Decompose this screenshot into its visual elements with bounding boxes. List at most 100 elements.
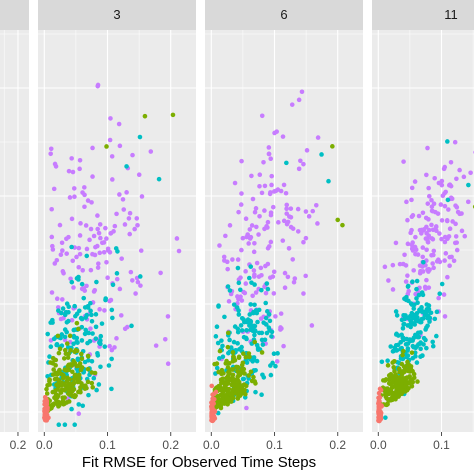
scatter-point [274,359,280,364]
scatter-point [127,231,133,237]
scatter-point [216,304,221,309]
scatter-point [49,206,54,212]
scatter-point [250,196,256,202]
scatter-point [447,263,452,268]
scatter-point [396,366,402,371]
scatter-point [220,343,225,349]
scatter-point [89,318,95,324]
scatter-point [429,197,434,203]
scatter-point [106,363,112,368]
scatter-point [254,260,260,266]
scatter-point [335,217,341,223]
scatter-point [85,305,91,310]
scatter-point [232,180,238,186]
scatter-point [415,300,420,306]
scatter-point [267,318,273,324]
scatter-point [114,276,120,282]
scatter-point [240,235,246,241]
scatter-point [424,277,429,283]
scatter-point [414,296,419,301]
scatter-point [261,320,266,325]
scatter-point [326,178,331,184]
scatter-point [259,392,264,397]
scatter-point [252,379,258,384]
scatter-point [79,365,85,370]
scatter-point [417,307,423,312]
scatter-point [267,191,273,197]
scatter-point [454,176,459,182]
scatter-point [77,166,82,172]
scatter-point [235,396,241,401]
scatter-point [382,378,388,383]
scatter-point [63,309,69,315]
scatter-point [77,157,83,163]
scatter-point [220,354,226,360]
scatter-point [96,261,101,266]
scatter-point [433,224,439,230]
scatter-point [64,319,70,325]
scatter-point [82,288,88,293]
scatter-point [87,237,92,243]
scatter-point [376,409,381,414]
scatter-point [209,417,214,423]
scatter-point [448,183,454,189]
scatter-point [153,343,159,348]
scatter-point [213,334,219,339]
scatter-point [393,372,398,377]
scatter-point [421,335,427,341]
scatter-point [71,386,77,392]
scatter-point [410,279,415,285]
scatter-point [62,347,68,353]
scatter-point [424,345,429,351]
scatter-point [411,375,417,381]
scatter-point [270,274,276,279]
scatter-point [235,294,240,299]
scatter-point [442,314,448,319]
scatter-point [133,291,138,296]
scatter-point [127,210,133,216]
scatter-point [235,364,241,370]
scatter-point [439,218,445,223]
scatter-point [86,358,91,363]
scatter-point [457,167,462,173]
scatter-point [259,350,265,355]
scatter-point [116,121,122,127]
scatter-point [284,206,289,211]
scatter-point [284,160,289,166]
scatter-point [266,145,272,150]
scatter-point [99,321,105,326]
scatter-point [256,232,261,237]
facet-panel-3: 6 0.0 0.1 0.2 [203,0,363,452]
scatter-point [88,326,93,331]
scatter-point [429,222,434,228]
scatter-point [442,239,448,245]
scatter-point [83,315,89,320]
scatter-point [81,295,87,301]
scatter-point [174,236,180,241]
scatter-point [425,267,430,273]
scatter-point [418,231,424,236]
scatter-point [61,401,66,407]
scatter-point [74,320,80,326]
scatter-point [224,389,230,394]
panel-background [0,30,29,432]
scatter-point [57,346,63,352]
scatter-point [98,364,103,370]
scatter-point [112,345,117,350]
scatter-point [426,185,431,191]
scatter-point [86,392,91,398]
scatter-point [310,208,316,214]
scatter-point [80,268,85,273]
scatter-point [393,384,398,390]
x-tick-label: 0.2 [329,438,346,452]
scatter-point [142,113,148,119]
scatter-point [242,290,248,296]
scatter-point [58,390,64,395]
scatter-point [266,151,272,157]
scatter-point [51,367,56,372]
scatter-point [117,143,123,149]
scatter-point [416,342,421,347]
scatter-point [85,379,91,385]
scatter-point [84,330,89,335]
scatter-point [424,325,429,330]
